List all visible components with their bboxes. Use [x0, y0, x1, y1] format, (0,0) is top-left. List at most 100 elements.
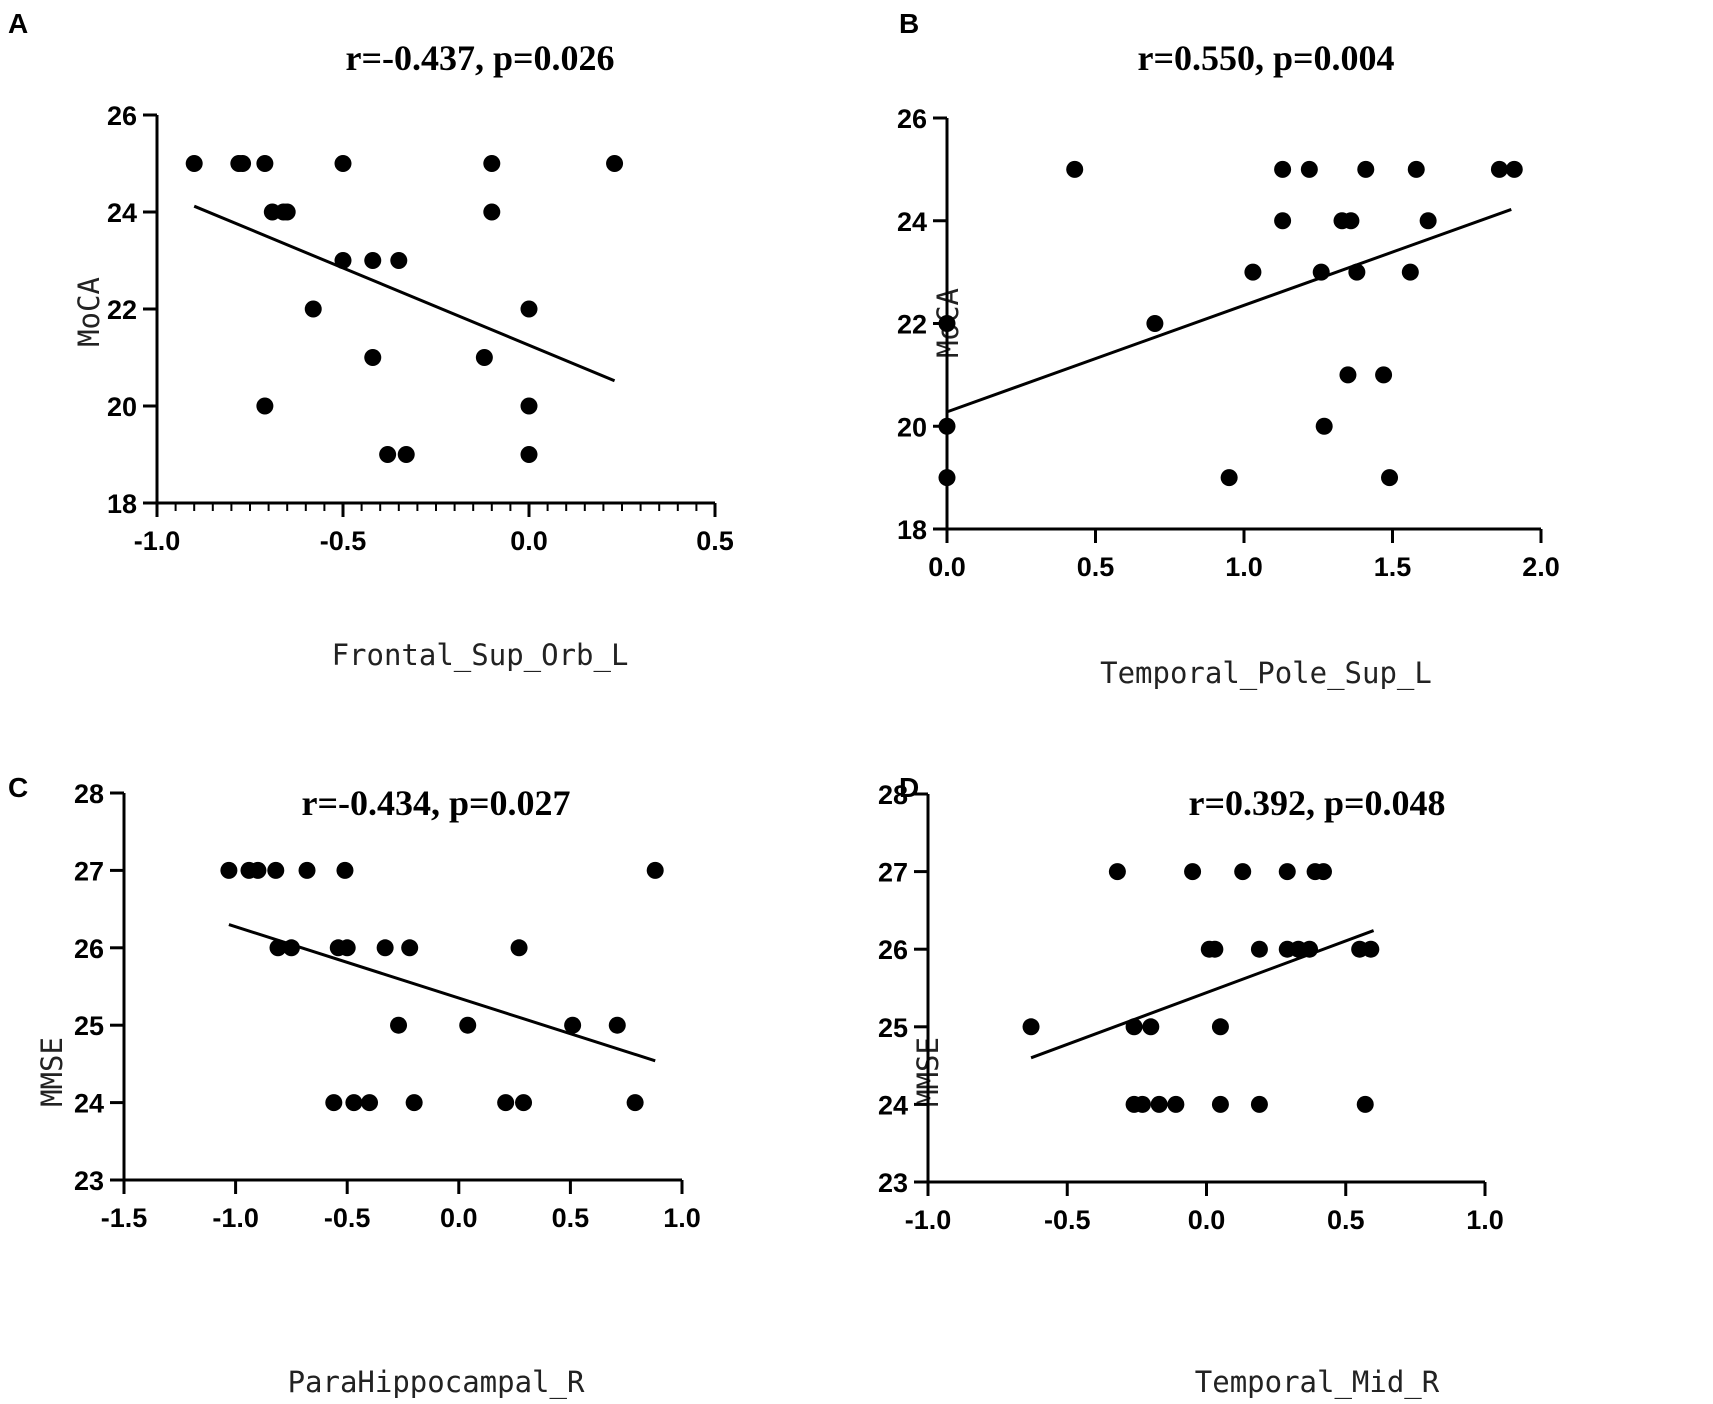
regression-line — [228, 923, 656, 1063]
data-point — [1274, 160, 1292, 178]
data-point — [282, 939, 300, 957]
data-point — [497, 1094, 515, 1112]
panel-b-xlabel: Temporal_Pole_Sup_L — [1100, 656, 1432, 691]
y-tick-label: 24 — [897, 207, 927, 237]
y-tick-label: 24 — [878, 1090, 908, 1120]
y-tick-label: 18 — [897, 515, 927, 545]
panel-d-title: r=0.392, p=0.048 — [1188, 783, 1445, 823]
data-point — [626, 1094, 644, 1112]
x-tick-label: 1.0 — [1466, 1205, 1504, 1235]
y-tick-label: 28 — [74, 779, 104, 809]
data-point — [401, 939, 419, 957]
x-tick-label: 0.5 — [552, 1203, 590, 1233]
data-point — [278, 203, 296, 221]
data-point — [520, 300, 538, 318]
data-point — [483, 203, 501, 221]
data-point — [267, 861, 285, 879]
y-tick-label: 25 — [74, 1011, 104, 1041]
panel-d-plot: -1.0 -0.5 0.0 0.5 1.0 23 24 25 26 27 28 — [878, 780, 1504, 1235]
panel-a-letter: A — [8, 8, 28, 39]
data-point — [1274, 212, 1292, 230]
data-point — [336, 861, 354, 879]
data-point — [1278, 863, 1296, 881]
data-point — [1315, 417, 1333, 435]
panel-c-ylabel: MMSE — [35, 1037, 69, 1107]
y-tick-label: 25 — [878, 1013, 908, 1043]
regression-line — [946, 208, 1512, 414]
y-tick-label: 18 — [107, 489, 137, 519]
data-point — [1150, 1095, 1168, 1113]
data-point — [1401, 263, 1419, 281]
data-point — [1206, 940, 1224, 958]
data-point — [1419, 212, 1437, 230]
data-point — [1184, 863, 1202, 881]
data-point — [938, 417, 956, 435]
panel-c-letter: C — [8, 772, 28, 803]
x-tick-label: 1.0 — [1225, 552, 1263, 582]
data-point — [515, 1094, 533, 1112]
data-point — [1066, 160, 1084, 178]
data-point — [1381, 469, 1399, 487]
data-point — [1234, 863, 1252, 881]
y-tick-label: 23 — [74, 1166, 104, 1196]
data-point — [256, 397, 274, 415]
data-point — [1375, 366, 1393, 384]
data-point — [220, 861, 238, 879]
data-point — [1220, 469, 1238, 487]
data-point — [397, 446, 415, 463]
y-tick-label: 26 — [897, 104, 927, 134]
data-point — [1167, 1095, 1185, 1113]
panel-c: C r=-0.434, p=0.027 ParaHippocampal_R MM… — [8, 772, 701, 1400]
data-point — [1348, 263, 1366, 281]
x-tick-label: 2.0 — [1522, 552, 1560, 582]
y-tick-label: 24 — [107, 198, 137, 228]
data-point — [475, 349, 493, 366]
data-point — [938, 469, 956, 487]
panel-b: B r=0.550, p=0.004 Temporal_Pole_Sup_L M… — [897, 8, 1560, 691]
x-tick-label: 0.5 — [1077, 552, 1115, 582]
data-point — [1211, 1018, 1229, 1036]
panel-c-xlabel: ParaHippocampal_R — [288, 1365, 585, 1400]
data-point — [304, 300, 322, 318]
data-point — [1362, 940, 1380, 958]
data-point — [390, 1016, 408, 1034]
data-point — [1505, 160, 1523, 178]
x-tick-label: -0.5 — [1044, 1205, 1091, 1235]
data-point — [249, 861, 267, 879]
data-point — [483, 155, 501, 172]
data-point — [1339, 366, 1357, 384]
x-tick-label: -1.0 — [212, 1203, 259, 1233]
x-tick-label: 1.5 — [1374, 552, 1412, 582]
data-point — [361, 1094, 379, 1112]
data-point — [364, 349, 382, 366]
data-point — [1300, 160, 1318, 178]
data-point — [405, 1094, 423, 1112]
y-tick-label: 26 — [878, 935, 908, 965]
data-point — [364, 252, 382, 269]
panel-b-title: r=0.550, p=0.004 — [1137, 38, 1394, 78]
panel-d: D r=0.392, p=0.048 Temporal_Mid_R MMSE -… — [878, 772, 1504, 1400]
x-tick-label: 0.0 — [440, 1203, 478, 1233]
data-point — [1244, 263, 1262, 281]
data-point — [1342, 212, 1360, 230]
data-point — [1108, 863, 1126, 881]
data-point — [185, 155, 203, 172]
data-point — [256, 155, 274, 172]
y-tick-label: 20 — [897, 412, 927, 442]
panel-a-ylabel: MoCA — [72, 277, 106, 347]
data-point — [1356, 1095, 1374, 1113]
y-tick-label: 27 — [878, 858, 908, 888]
data-point — [269, 939, 287, 957]
y-tick-label: 20 — [107, 392, 137, 422]
y-tick-label: 26 — [74, 934, 104, 964]
x-tick-label: 1.0 — [663, 1203, 701, 1233]
panel-a-xlabel: Frontal_Sup_Orb_L — [332, 638, 629, 673]
data-point — [1133, 1095, 1151, 1113]
panel-b-letter: B — [899, 8, 919, 39]
x-tick-label: 0.0 — [510, 526, 548, 556]
data-point — [234, 155, 252, 172]
panel-b-plot: 0.0 0.5 1.0 1.5 2.0 18 20 22 24 26 — [897, 104, 1560, 582]
x-tick-label: -1.5 — [101, 1203, 148, 1233]
data-point — [1357, 160, 1375, 178]
